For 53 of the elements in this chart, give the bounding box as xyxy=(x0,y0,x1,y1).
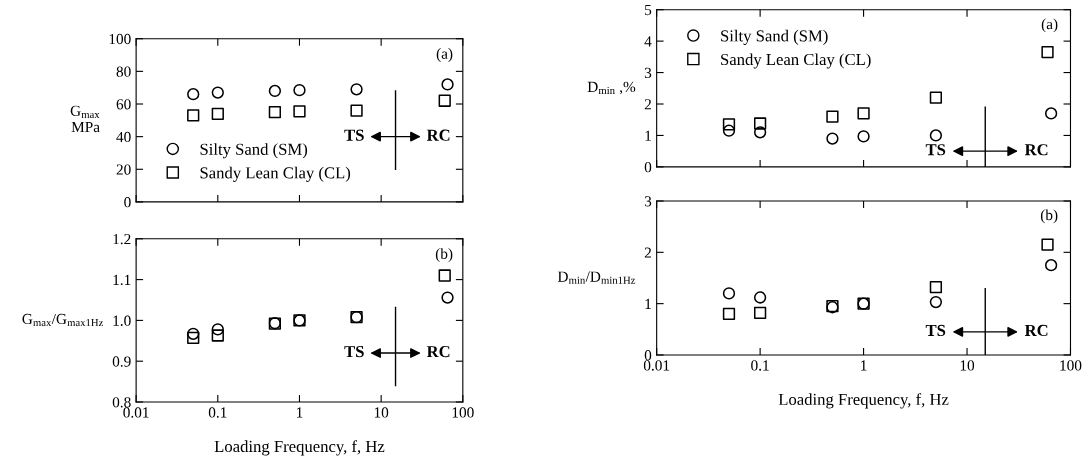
annotation: RC xyxy=(1024,144,1048,156)
y-tick-label: 40 xyxy=(116,131,131,143)
y-tick-label: 0 xyxy=(644,350,652,361)
x-tick-label: 0.1 xyxy=(208,407,227,418)
annotation: RC xyxy=(426,346,450,358)
y-tick-label: 1 xyxy=(645,298,651,309)
y-tick-label: 2 xyxy=(644,99,651,110)
x-tick-label: 0.01 xyxy=(123,407,149,418)
y-axis-title: D$_{min}$/D$_{min1Hz}$ xyxy=(557,271,636,284)
y-tick-label: 2 xyxy=(644,247,651,258)
x-tick-label: 100 xyxy=(1060,360,1082,371)
y-tick-label: 1.1 xyxy=(113,274,131,286)
x-axis-title: Loading Frequency, f, Hz xyxy=(778,393,949,409)
y-tick-label: 1.2 xyxy=(113,233,131,245)
y-tick-label: 0 xyxy=(644,162,652,173)
annotation: TS xyxy=(344,346,364,358)
y-tick-label: 20 xyxy=(116,164,131,175)
y-tick-label: 80 xyxy=(116,66,131,77)
y-tick-label: 4 xyxy=(644,36,652,47)
annotation: (a) xyxy=(1041,18,1058,33)
y-tick-label: 100 xyxy=(109,33,131,45)
y-axis-title: G$_{max}$ MPa xyxy=(70,105,100,133)
y-tick-label: 0 xyxy=(124,197,131,208)
y-tick-label: 5 xyxy=(645,4,652,16)
x-tick-label: 1 xyxy=(297,407,303,418)
annotation: TS xyxy=(925,144,946,156)
y-tick-label: 0.9 xyxy=(112,356,131,367)
annotation: RC xyxy=(426,129,450,141)
y-tick-label: 60 xyxy=(116,99,131,110)
annotation: (b) xyxy=(435,248,453,263)
x-tick-label: 10 xyxy=(374,407,389,418)
legend-label: Sandy Lean Clay (CL) xyxy=(200,166,351,182)
x-tick-label: 0.1 xyxy=(751,360,769,371)
y-tick-label: 3 xyxy=(644,196,652,207)
x-tick-label: 10 xyxy=(960,360,975,371)
legend-label: Silty Sand (SM) xyxy=(200,143,308,159)
annotation: TS xyxy=(344,129,364,141)
x-tick-label: 1 xyxy=(861,360,867,371)
y-tick-label: 1 xyxy=(645,130,651,141)
annotation: (a) xyxy=(436,48,453,62)
x-tick-label: 100 xyxy=(452,407,474,418)
y-axis-title: D$_{min}$ ,% xyxy=(587,81,636,95)
y-tick-label: 1.0 xyxy=(113,315,131,326)
y-axis-title: G$_{max}$/G$_{max1Hz}$ xyxy=(22,313,104,327)
x-tick-label: 0.01 xyxy=(643,360,670,371)
legend-label: Sandy Lean Clay (CL) xyxy=(721,53,871,69)
annotation: (b) xyxy=(1040,209,1058,224)
y-tick-label: 0.8 xyxy=(112,397,131,408)
annotation: TS xyxy=(925,324,946,337)
annotation: RC xyxy=(1024,324,1048,337)
x-axis-title: Loading Frequency, f, Hz xyxy=(214,440,385,456)
y-tick-label: 3 xyxy=(644,67,652,79)
legend-label: Silty Sand (SM) xyxy=(721,29,828,45)
